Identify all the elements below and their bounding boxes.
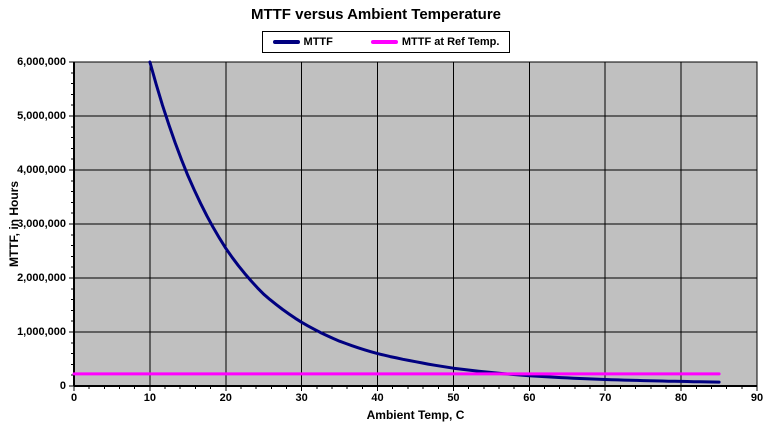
y-tick-label: 2,000,000 bbox=[17, 272, 66, 284]
x-tick-label: 0 bbox=[70, 392, 78, 404]
x-tick-label: 80 bbox=[674, 392, 688, 404]
x-tick-label: 50 bbox=[447, 392, 460, 404]
x-axis-title: Ambient Temp, C bbox=[366, 408, 465, 422]
legend-line-swatch bbox=[370, 40, 398, 44]
legend-label: MTTF at Ref Temp. bbox=[401, 36, 500, 48]
x-tick-label: 10 bbox=[143, 392, 156, 404]
y-tick-label: 5,000,000 bbox=[17, 110, 66, 122]
x-tick-label: 30 bbox=[295, 392, 308, 404]
y-axis-title: MTTF, in Hours bbox=[7, 181, 21, 267]
legend-entry-1: MTTF at Ref Temp. bbox=[370, 36, 500, 48]
x-tick-label: 70 bbox=[599, 392, 612, 404]
y-tick-label: 3,000,000 bbox=[17, 218, 66, 230]
x-tick-label: 60 bbox=[523, 392, 536, 404]
x-tick-label: 20 bbox=[219, 392, 232, 404]
x-tick-label: 90 bbox=[750, 392, 764, 404]
y-tick-label: 6,000,000 bbox=[17, 56, 66, 68]
legend-line-swatch bbox=[272, 40, 300, 44]
x-tick-label: 40 bbox=[371, 392, 384, 404]
series-line-0 bbox=[148, 60, 721, 384]
legend-label: MTTF bbox=[303, 36, 333, 48]
y-tick-label: 0 bbox=[59, 380, 66, 392]
y-tick-label: 4,000,000 bbox=[17, 164, 66, 176]
chart-title: MTTF versus Ambient Temperature bbox=[250, 6, 502, 23]
legend: MTTF MTTF at Ref Temp. bbox=[262, 31, 510, 53]
legend-entry-0: MTTF bbox=[272, 36, 333, 48]
y-tick-label: 1,000,000 bbox=[17, 326, 66, 338]
